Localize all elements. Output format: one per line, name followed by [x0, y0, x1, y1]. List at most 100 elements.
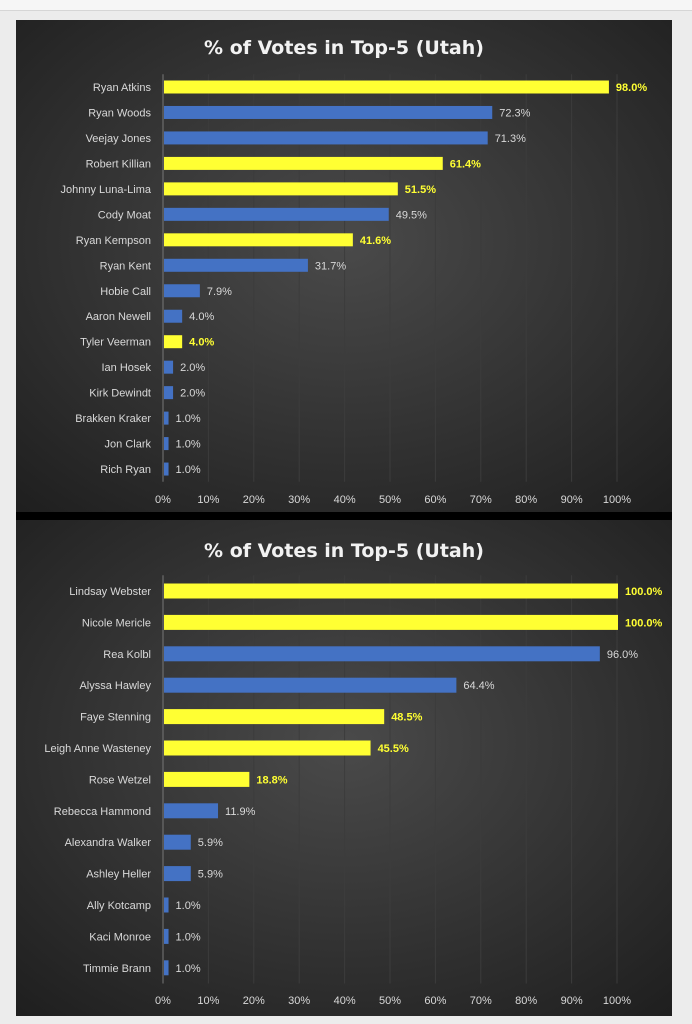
data-label: 45.5% — [378, 743, 409, 755]
data-label: 100.0% — [625, 617, 663, 629]
category-label: Timmie Brann — [83, 963, 151, 975]
x-tick-label: 10% — [197, 995, 219, 1007]
x-tick-label: 90% — [561, 995, 583, 1007]
bar — [164, 960, 169, 976]
data-label: 1.0% — [176, 439, 201, 451]
category-label: Rose Wetzel — [89, 774, 151, 786]
category-label: Alexandra Walker — [65, 837, 152, 849]
data-label: 5.9% — [198, 837, 223, 849]
x-tick-label: 50% — [379, 494, 401, 506]
bar-highlighted — [164, 182, 398, 196]
bar-highlighted — [164, 80, 609, 94]
category-label: Rebecca Hammond — [54, 806, 151, 818]
bar — [164, 646, 600, 662]
bar-highlighted — [164, 583, 618, 599]
category-label: Ryan Woods — [88, 107, 151, 119]
category-label: Ally Kotcamp — [87, 900, 151, 912]
x-tick-label: 80% — [515, 494, 537, 506]
bar — [164, 360, 174, 374]
category-label: Tyler Veerman — [80, 337, 151, 349]
bar — [164, 897, 169, 913]
data-label: 1.0% — [176, 464, 201, 476]
x-tick-label: 50% — [379, 995, 401, 1007]
category-label: Aaron Newell — [86, 311, 151, 323]
bar — [164, 834, 191, 850]
data-label: 48.5% — [391, 712, 422, 724]
x-tick-label: 60% — [424, 995, 446, 1007]
data-label: 18.8% — [256, 774, 287, 786]
chart-background — [16, 520, 672, 1016]
bar-highlighted — [164, 709, 385, 725]
data-label: 1.0% — [176, 413, 201, 425]
x-tick-label: 100% — [603, 995, 631, 1007]
data-label: 7.9% — [207, 286, 232, 298]
x-tick-label: 40% — [334, 494, 356, 506]
data-label: 100.0% — [625, 586, 663, 598]
bar-highlighted — [164, 771, 250, 787]
category-label: Jon Clark — [105, 439, 152, 451]
x-tick-label: 60% — [424, 494, 446, 506]
bar — [164, 928, 169, 944]
category-label: Veejay Jones — [86, 133, 152, 145]
x-tick-label: 80% — [515, 995, 537, 1007]
category-label: Leigh Anne Wasteney — [44, 743, 151, 755]
chart-title: % of Votes in Top-5 (Utah) — [204, 540, 484, 562]
data-label: 5.9% — [198, 869, 223, 881]
data-label: 1.0% — [176, 931, 201, 943]
x-tick-label: 20% — [243, 995, 265, 1007]
bar — [164, 207, 389, 221]
data-label: 64.4% — [463, 680, 494, 692]
data-label: 49.5% — [396, 209, 427, 221]
data-label: 98.0% — [616, 82, 647, 94]
data-label: 71.3% — [495, 133, 526, 145]
data-label: 4.0% — [189, 311, 214, 323]
x-tick-label: 30% — [288, 995, 310, 1007]
chart-top: % of Votes in Top-5 (Utah) 0% 10% 20% 30% 40%… — [16, 20, 672, 512]
category-label: Ashley Heller — [86, 869, 151, 881]
category-label: Nicole Mericle — [82, 617, 151, 629]
data-label: 41.6% — [360, 235, 391, 247]
x-tick-label: 30% — [288, 494, 310, 506]
chart-background — [16, 20, 672, 512]
x-tick-label: 0% — [155, 494, 171, 506]
x-tick-label: 100% — [603, 494, 631, 506]
data-label: 11.9% — [225, 806, 256, 818]
x-tick-label: 90% — [561, 494, 583, 506]
data-label: 1.0% — [176, 963, 201, 975]
window-top-bar — [0, 0, 692, 11]
data-label: 2.0% — [180, 362, 205, 374]
x-tick-label: 70% — [470, 494, 492, 506]
bar — [164, 105, 493, 119]
category-label: Rea Kolbl — [103, 649, 151, 661]
bar — [164, 284, 200, 298]
category-label: Hobie Call — [100, 286, 151, 298]
chart-title: % of Votes in Top-5 (Utah) — [204, 37, 484, 59]
x-tick-label: 0% — [155, 995, 171, 1007]
category-label: Kirk Dewindt — [89, 388, 151, 400]
bar-highlighted — [164, 233, 353, 247]
bar — [164, 866, 191, 882]
bar — [164, 131, 488, 145]
category-label: Ryan Kempson — [76, 235, 151, 247]
category-label: Brakken Kraker — [75, 413, 151, 425]
x-tick-label: 20% — [243, 494, 265, 506]
bar — [164, 309, 183, 323]
bar-highlighted — [164, 335, 183, 349]
bar-highlighted — [164, 740, 371, 756]
bar — [164, 258, 308, 272]
bar — [164, 462, 169, 476]
bar — [164, 411, 169, 425]
x-tick-label: 10% — [197, 494, 219, 506]
category-label: Johnny Luna-Lima — [60, 184, 151, 196]
data-label: 31.7% — [315, 260, 346, 272]
data-label: 96.0% — [607, 649, 638, 661]
data-label: 72.3% — [499, 107, 530, 119]
bar — [164, 677, 457, 693]
category-label: Alyssa Hawley — [79, 680, 151, 692]
category-label: Lindsay Webster — [69, 586, 151, 598]
category-label: Kaci Monroe — [89, 931, 151, 943]
x-tick-label: 40% — [334, 995, 356, 1007]
bar-highlighted — [164, 614, 618, 630]
bar — [164, 386, 174, 400]
bar-highlighted — [164, 156, 443, 170]
